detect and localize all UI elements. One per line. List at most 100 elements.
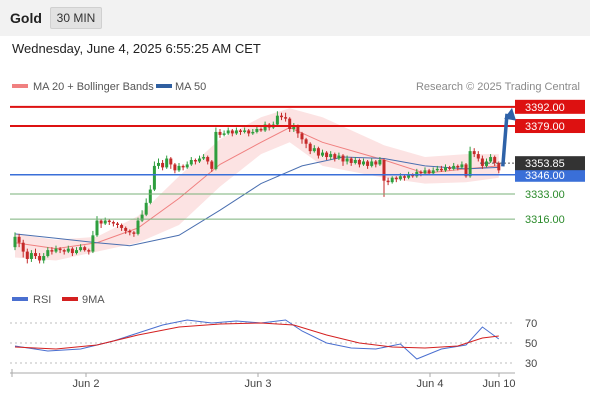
candle	[288, 117, 292, 132]
last-price-label: 3353.85	[525, 158, 565, 170]
candle-body	[366, 161, 370, 166]
rsi-legend-swatch	[12, 297, 28, 301]
candle	[394, 176, 398, 183]
candle-body	[181, 165, 185, 168]
candle	[280, 112, 283, 121]
candle	[439, 165, 443, 172]
candle	[140, 210, 144, 223]
candle	[46, 247, 50, 258]
candle-body	[66, 248, 70, 252]
candle-body	[255, 128, 259, 132]
candle-body	[349, 158, 353, 163]
candle	[25, 248, 29, 264]
candle-body	[157, 162, 160, 166]
x-tick-label: Jun 3	[245, 378, 272, 390]
candle-body	[419, 171, 423, 174]
candle-body	[193, 160, 197, 162]
candle	[99, 219, 103, 228]
candle	[357, 158, 361, 168]
candle	[152, 161, 156, 192]
x-tick-label: Jun 4	[417, 378, 444, 390]
top-bar: Gold 30 MIN	[0, 0, 590, 36]
candle	[456, 164, 460, 171]
candle	[304, 137, 308, 149]
candle	[202, 154, 206, 160]
level-label-3379.00: 3379.00	[525, 121, 565, 133]
candle-body	[128, 230, 132, 233]
candle-body	[390, 177, 394, 183]
candle	[321, 149, 324, 158]
candle	[132, 230, 136, 237]
candle-body	[17, 236, 21, 243]
candle	[189, 157, 193, 166]
rsi-tick-70: 70	[525, 318, 537, 330]
candle-body	[497, 162, 501, 171]
candle	[230, 128, 234, 137]
ma20-legend-label: MA 20 + Bollinger Bands	[33, 81, 154, 93]
candle	[70, 247, 74, 257]
candle-body	[386, 180, 390, 183]
candle	[333, 152, 337, 162]
candle	[362, 158, 365, 166]
candle	[21, 239, 25, 258]
candle	[124, 226, 128, 234]
candle	[480, 155, 484, 169]
candle	[42, 253, 46, 264]
candle-body	[140, 214, 144, 221]
candle-body	[21, 242, 25, 252]
timeframe-button[interactable]: 30 MIN	[50, 7, 102, 29]
candle	[345, 155, 349, 165]
candle	[198, 155, 201, 163]
candle-body	[34, 253, 37, 257]
candle-body	[230, 130, 234, 134]
rsi-tick-50: 50	[525, 338, 537, 350]
candle	[497, 161, 501, 174]
candle-body	[325, 152, 329, 158]
candle-body	[95, 220, 99, 236]
candle	[308, 142, 312, 155]
candle-body	[370, 161, 374, 166]
candle	[38, 253, 42, 264]
level-label-3316.00: 3316.00	[525, 214, 565, 226]
candle-body	[435, 168, 439, 171]
candle-body	[341, 155, 345, 162]
level-tag-3392.00	[515, 99, 585, 114]
candle-body	[357, 160, 361, 165]
candle-body	[161, 162, 165, 168]
price-levels: 3392.00 3379.00 3346.00 3333.00 3316.00 3353.…	[10, 99, 585, 226]
candle	[370, 158, 374, 168]
candle	[329, 151, 333, 160]
candle	[382, 158, 386, 197]
candle	[386, 177, 390, 186]
candle-body	[308, 143, 312, 152]
candle	[169, 157, 173, 169]
candle	[427, 168, 431, 175]
level-tag-3379.00	[515, 119, 585, 134]
candle	[218, 128, 222, 138]
candle	[349, 157, 353, 166]
candle-body	[292, 126, 296, 129]
candle	[468, 146, 472, 178]
candle	[66, 245, 70, 254]
candle	[284, 112, 288, 122]
candle	[378, 157, 382, 166]
candle-body	[296, 126, 300, 134]
candle	[292, 123, 296, 132]
candle	[91, 230, 95, 254]
candle	[234, 127, 238, 135]
candle-body	[448, 167, 452, 169]
candle	[111, 220, 115, 227]
candle-body	[243, 130, 247, 132]
ma50-legend-swatch	[156, 84, 172, 88]
candle-body	[423, 170, 427, 174]
candle-body	[29, 253, 33, 259]
candle-body	[198, 158, 201, 162]
candle	[177, 162, 181, 172]
candle-body	[120, 225, 124, 228]
candle-body	[275, 115, 279, 125]
candle-body	[427, 170, 431, 174]
candle	[325, 151, 329, 160]
candle	[435, 165, 439, 172]
candle-body	[398, 176, 402, 180]
